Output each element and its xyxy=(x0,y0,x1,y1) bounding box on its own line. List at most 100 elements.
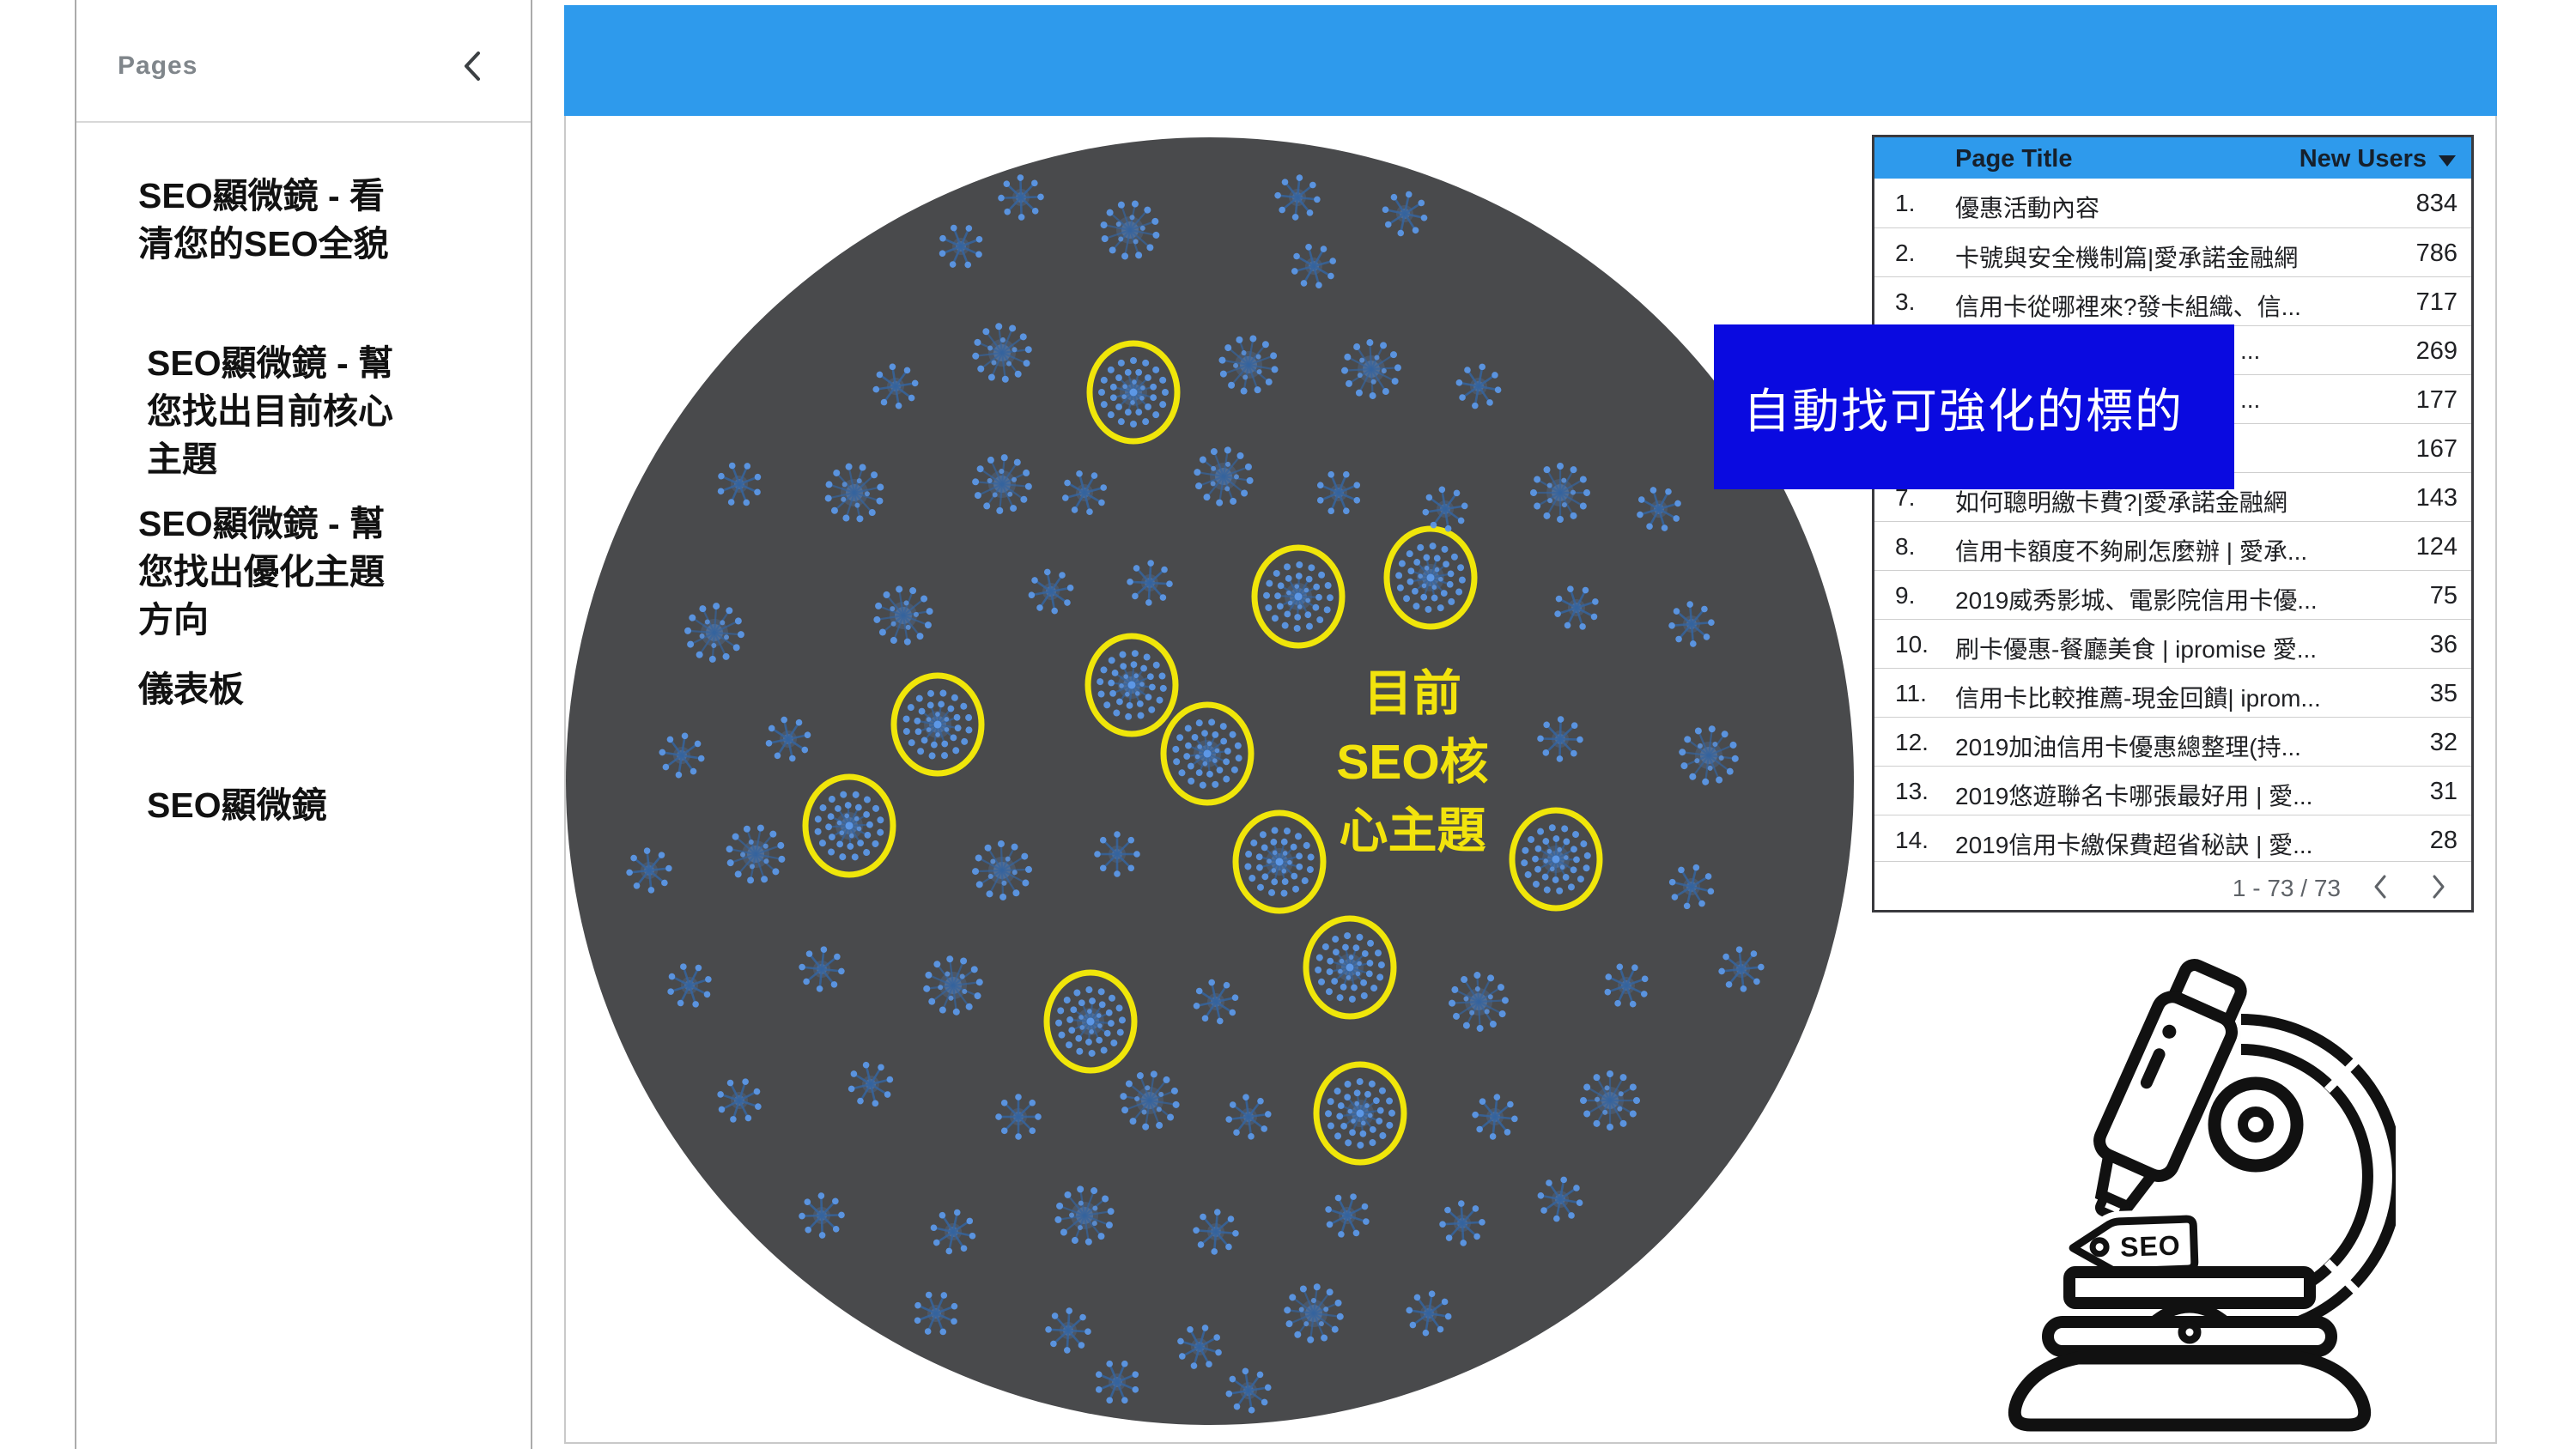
row-value: 124 xyxy=(2415,533,2458,561)
topic-cluster xyxy=(995,1094,1042,1140)
topic-cluster xyxy=(1193,979,1239,1025)
highlighted-topic-cluster xyxy=(1509,807,1603,912)
annotation-callout: 自動找可強化的標的 xyxy=(1714,324,2234,489)
core-topic-label: 目前 SEO核 心主題 xyxy=(1336,666,1489,858)
sidebar-item-seo-microscope[interactable]: SEO顯微鏡 xyxy=(147,785,327,825)
topic-cluster xyxy=(939,224,983,269)
table-row[interactable]: 13. 2019悠遊聯名卡哪張最好用 | 愛... 31 xyxy=(1874,766,2471,815)
table-row[interactable]: 8. 信用卡額度不夠刷怎麼辦 | 愛承... 124 xyxy=(1874,521,2471,570)
row-title: 2019加油信用卡優惠總整理(持... xyxy=(1955,734,2301,761)
highlighted-topic-cluster xyxy=(1160,701,1255,806)
topic-cluster xyxy=(1316,470,1361,515)
highlight-ring xyxy=(1383,525,1478,630)
topic-cluster xyxy=(684,603,744,663)
pages-label: Pages xyxy=(118,52,198,80)
sort-desc-icon xyxy=(2439,155,2456,167)
sidebar-item-dashboard[interactable]: 儀表板 xyxy=(138,670,244,709)
row-value: 32 xyxy=(2429,729,2458,756)
table-row[interactable]: 1. 優惠活動內容 834 xyxy=(1874,179,2471,227)
table-row[interactable]: 2. 卡號與安全機制篇|愛承諾金融網 786 xyxy=(1874,227,2471,276)
seo-tag: SEO xyxy=(2063,1209,2205,1282)
row-title: 刷卡優惠-餐廳美食 | ipromise 愛... xyxy=(1955,636,2318,663)
row-title: 卡號與安全機制篇|愛承諾金融網 xyxy=(1955,245,2299,271)
topic-cluster xyxy=(1095,1360,1139,1404)
row-number: 12. xyxy=(1895,729,1929,755)
row-title: 信用卡從哪裡來?發卡組織、信... xyxy=(1955,294,2301,320)
row-number: 3. xyxy=(1895,288,1916,315)
annotation-text: 自動找可強化的標的 xyxy=(1743,385,2184,438)
column-header-page-title: Page Title xyxy=(1955,145,2073,173)
page-title-table: Page Title New Users 1. 優惠活動內容 834 2. 卡號與安全機… xyxy=(1872,135,2474,912)
topic-cluster xyxy=(1529,462,1591,524)
highlight-ring xyxy=(890,672,985,777)
sidebar-item-optimize-topics[interactable]: SEO顯微鏡 - 幫 您找出優化主題 方向 xyxy=(138,504,386,640)
row-title: 信用卡額度不夠刷怎麼辦 | 愛承... xyxy=(1955,538,2308,565)
topic-cluster xyxy=(1028,568,1074,615)
table-row[interactable]: 3. 信用卡從哪裡來?發卡組織、信... 717 xyxy=(1874,276,2471,325)
row-value: 28 xyxy=(2429,827,2458,854)
topic-cluster xyxy=(1218,335,1279,395)
topic-cluster xyxy=(998,174,1044,221)
next-page-icon[interactable] xyxy=(2430,874,2447,900)
topic-cluster xyxy=(667,963,712,1008)
topic-cluster xyxy=(765,716,811,762)
table-row[interactable]: 9. 2019威秀影城、電影院信用卡優... 75 xyxy=(1874,570,2471,619)
svg-text:SEO: SEO xyxy=(2119,1229,2181,1262)
topic-cluster xyxy=(1472,1094,1518,1140)
table-row[interactable]: 14. 2019信用卡繳保費超省秘訣 | 愛... 28 xyxy=(1874,815,2471,864)
row-value: 177 xyxy=(2415,386,2458,414)
pages-sidebar: Pages SEO顯微鏡 - 看 清您的SEO全貌 SEO顯微鏡 - 幫 您找出… xyxy=(75,0,532,1449)
highlighted-topic-cluster xyxy=(1313,1061,1407,1166)
row-value: 75 xyxy=(2429,582,2458,609)
row-number: 11. xyxy=(1895,680,1927,706)
row-number: 14. xyxy=(1895,827,1929,853)
topic-cluster xyxy=(972,323,1032,383)
topic-cluster xyxy=(717,462,762,506)
topic-cluster xyxy=(1637,487,1681,531)
highlight-ring xyxy=(1160,701,1255,806)
row-value: 269 xyxy=(2415,337,2458,365)
topic-cluster xyxy=(1054,1185,1115,1246)
table-footer: 1 - 73 / 73 xyxy=(1874,861,2471,910)
topic-cluster xyxy=(1668,601,1715,647)
table-row[interactable]: 12. 2019加油信用卡優惠總整理(持... 32 xyxy=(1874,717,2471,766)
row-number: 8. xyxy=(1895,533,1916,560)
topic-cluster xyxy=(1341,339,1401,399)
highlighted-topic-cluster xyxy=(890,672,985,777)
column-header-new-users[interactable]: New Users xyxy=(2300,145,2456,173)
topic-cluster xyxy=(972,840,1032,900)
table-rows: 1. 優惠活動內容 834 2. 卡號與安全機制篇|愛承諾金融網 786 3. 信用卡從哪裡來… xyxy=(1874,179,2471,864)
seo-cluster-map: 目前 SEO核 心主題 xyxy=(566,137,1854,1425)
sidebar-item-core-topics[interactable]: SEO顯微鏡 - 幫 您找出目前核心 主題 xyxy=(147,343,394,479)
topic-cluster xyxy=(1045,1307,1091,1354)
sidebar-item-seo-overview[interactable]: SEO顯微鏡 - 看 清您的SEO全貌 xyxy=(138,176,389,264)
row-number: 9. xyxy=(1895,582,1916,609)
topic-cluster xyxy=(824,463,884,523)
collapse-sidebar-icon[interactable] xyxy=(461,50,483,82)
topic-cluster xyxy=(1094,831,1140,877)
topic-cluster xyxy=(1718,946,1765,992)
topic-cluster xyxy=(1449,972,1509,1032)
highlight-ring xyxy=(1509,807,1603,912)
sidebar-header: Pages xyxy=(76,0,531,123)
row-title: ... xyxy=(2240,386,2261,413)
topic-cluster xyxy=(1537,716,1583,762)
row-title: 如何聰明繳卡費?|愛承諾金融網 xyxy=(1955,489,2287,516)
table-row[interactable]: 10. 刷卡優惠-餐廳美食 | ipromise 愛... 36 xyxy=(1874,619,2471,668)
row-value: 35 xyxy=(2429,680,2458,707)
highlighted-topic-cluster xyxy=(1086,340,1181,445)
topic-cluster xyxy=(626,847,672,894)
topic-cluster xyxy=(972,454,1032,514)
highlight-ring xyxy=(1086,340,1181,445)
row-title: 2019威秀影城、電影院信用卡優... xyxy=(1955,587,2318,614)
topic-cluster xyxy=(1193,1209,1239,1255)
topic-cluster xyxy=(1604,963,1649,1008)
report-header xyxy=(564,5,2497,116)
topic-cluster xyxy=(1225,1367,1272,1414)
row-title: 信用卡比較推薦-現金回饋| iprom... xyxy=(1955,685,2321,712)
table-row[interactable]: 11. 信用卡比較推薦-現金回饋| iprom... 35 xyxy=(1874,668,2471,717)
prev-page-icon[interactable] xyxy=(2372,874,2389,900)
row-value: 31 xyxy=(2429,778,2458,805)
highlighted-topic-cluster xyxy=(1303,915,1397,1020)
highlighted-topic-cluster xyxy=(1084,633,1179,737)
